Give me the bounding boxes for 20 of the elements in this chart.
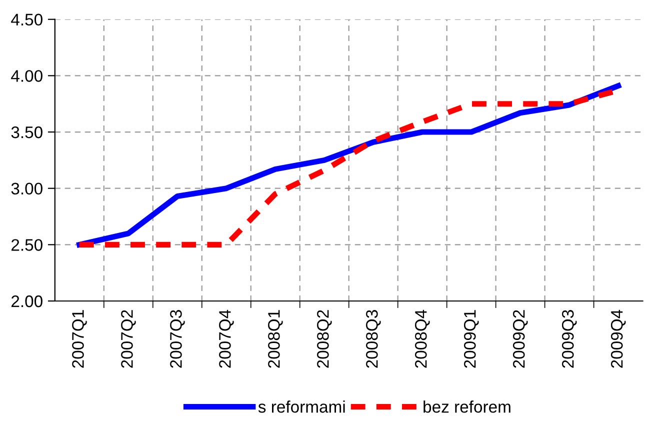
x-tick-label: 2009Q1 <box>464 310 479 368</box>
legend-label: bez reforem <box>424 400 510 413</box>
x-tick-label: 2009Q4 <box>610 310 626 368</box>
x-tick-label: 2007Q4 <box>219 310 234 368</box>
x-tick-label: 2007Q3 <box>170 310 185 368</box>
x-tick-label: 2009Q3 <box>562 310 577 368</box>
y-tick-label: 2.50 <box>12 239 42 251</box>
y-tick-label: 3.00 <box>11 182 42 195</box>
y-tick-label: 4.00 <box>11 70 42 82</box>
x-tick-label: 2008Q2 <box>317 310 332 368</box>
x-tick-label: 2007Q1 <box>72 310 87 368</box>
x-tick-label: 2008Q3 <box>366 310 381 368</box>
y-tick-label: 4.50 <box>11 14 42 26</box>
x-tick-label: 2008Q4 <box>414 310 430 368</box>
y-tick-label: 3.50 <box>11 126 42 138</box>
x-tick-label: 2009Q2 <box>512 310 528 368</box>
x-tick-label: 2008Q1 <box>268 310 283 368</box>
x-tick-label: 2007Q2 <box>121 310 136 368</box>
legend-label: s reformami <box>258 400 345 413</box>
y-tick-label: 2.00 <box>12 295 42 308</box>
